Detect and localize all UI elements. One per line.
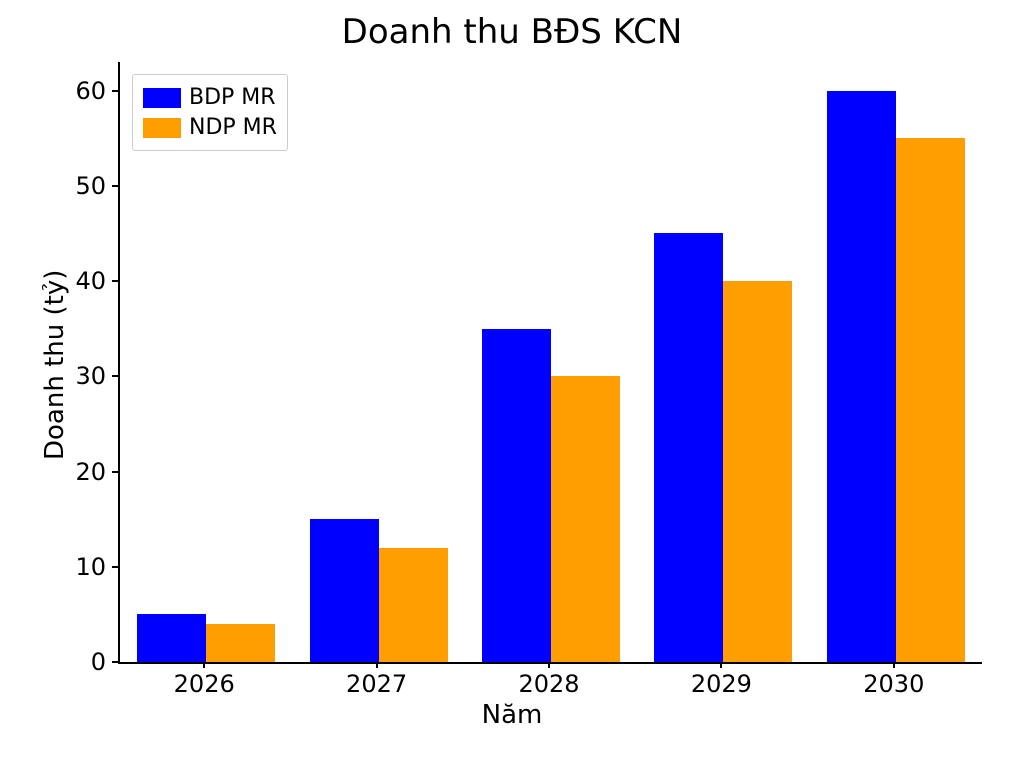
y-tick-label: 50 — [58, 172, 106, 200]
y-tick — [112, 375, 118, 377]
y-tick — [112, 185, 118, 187]
bar — [551, 376, 620, 662]
x-axis-label: Năm — [0, 700, 1024, 730]
y-tick — [112, 566, 118, 568]
bar — [379, 548, 448, 662]
bar — [723, 281, 792, 662]
x-tick — [203, 662, 205, 668]
legend: BDP MRNDP MR — [132, 74, 288, 151]
x-tick-label: 2029 — [691, 670, 752, 698]
chart-title: Doanh thu BĐS KCN — [0, 12, 1024, 52]
bar — [654, 233, 723, 662]
y-tick — [112, 471, 118, 473]
y-tick-label: 40 — [58, 267, 106, 295]
bar — [137, 614, 206, 662]
x-tick — [720, 662, 722, 668]
x-tick-label: 2030 — [863, 670, 924, 698]
legend-item: NDP MR — [143, 113, 277, 143]
y-tick-label: 20 — [58, 458, 106, 486]
y-tick — [112, 661, 118, 663]
y-tick-label: 60 — [58, 77, 106, 105]
x-tick-label: 2028 — [518, 670, 579, 698]
legend-label: NDP MR — [189, 113, 277, 143]
legend-swatch — [143, 88, 181, 108]
x-tick-label: 2026 — [174, 670, 235, 698]
bar — [482, 329, 551, 662]
x-tick — [376, 662, 378, 668]
y-tick-label: 10 — [58, 553, 106, 581]
x-tick — [893, 662, 895, 668]
bar — [827, 91, 896, 662]
plot-area — [118, 62, 982, 664]
x-tick-label: 2027 — [346, 670, 407, 698]
bar — [310, 519, 379, 662]
y-tick — [112, 90, 118, 92]
bar — [206, 624, 275, 662]
legend-item: BDP MR — [143, 83, 277, 113]
legend-label: BDP MR — [189, 83, 276, 113]
chart-container: Doanh thu BĐS KCN Doanh thu (tỷ) Năm BDP… — [0, 0, 1024, 760]
y-tick — [112, 280, 118, 282]
y-tick-label: 30 — [58, 362, 106, 390]
x-tick — [548, 662, 550, 668]
y-tick-label: 0 — [58, 648, 106, 676]
bar — [896, 138, 965, 662]
legend-swatch — [143, 118, 181, 138]
